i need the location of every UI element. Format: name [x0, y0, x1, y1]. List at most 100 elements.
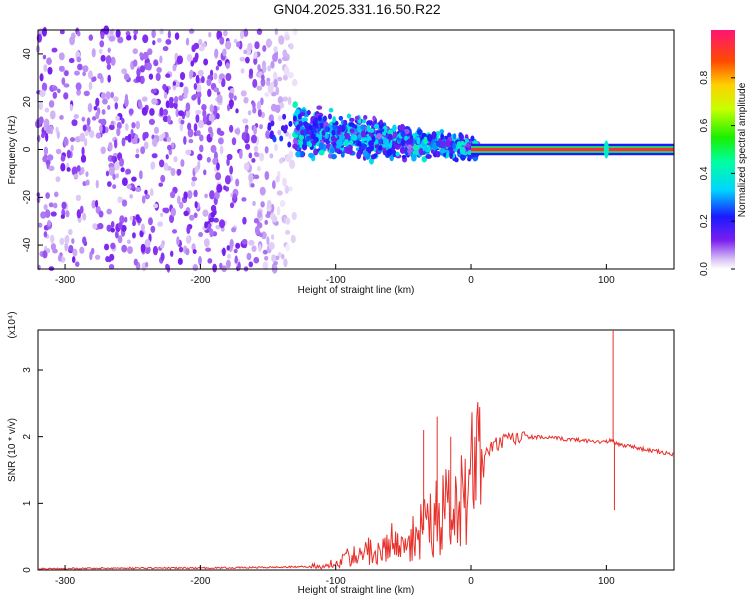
heatmap-cell: [95, 132, 102, 139]
heatmap-cell: [103, 243, 110, 251]
heatmap-cell: [213, 217, 219, 223]
heatmap-cell: [226, 253, 232, 260]
colorbar-tick-label: 0.2: [699, 214, 710, 228]
heatmap-cell: [82, 65, 89, 73]
top-x-ticks: -300 -200 -100 0 100: [55, 264, 615, 286]
heatmap-cell: [202, 109, 207, 118]
heatmap-cell: [48, 202, 54, 208]
heatmap-cell: [206, 78, 212, 86]
heatmap-cell: [209, 104, 214, 113]
heatmap-cell: [149, 188, 154, 197]
heatmap-cell: [262, 63, 267, 73]
heatmap-cell: [395, 151, 400, 157]
heatmap-cell: [382, 138, 390, 146]
heatmap-cell: [291, 211, 297, 221]
heatmap-cell: [172, 81, 177, 86]
heatmap-cell: [194, 165, 199, 173]
heatmap-cell: [262, 249, 268, 255]
heatmap-cell: [133, 34, 137, 41]
heatmap-cell: [192, 264, 199, 272]
heatmap-cell: [38, 116, 44, 125]
heatmap-cell: [300, 129, 305, 136]
heatmap-cell: [99, 40, 105, 48]
heatmap-cell: [430, 149, 435, 154]
heatmap-cell: [169, 214, 175, 224]
heatmap-cell: [102, 98, 108, 105]
heatmap-cell: [66, 167, 71, 172]
heatmap-cell: [215, 224, 221, 230]
heatmap-cell: [108, 166, 115, 176]
heatmap-cell: [368, 140, 374, 147]
heatmap-cell: [124, 93, 129, 103]
heatmap-cell: [121, 199, 128, 207]
heatmap-cell: [158, 159, 165, 168]
heatmap-cell: [424, 146, 429, 152]
heatmap-cell: [121, 244, 128, 253]
heatmap-cell: [243, 162, 250, 171]
heatmap-cell: [235, 242, 241, 249]
heatmap-cell: [42, 250, 48, 259]
heatmap-cell: [131, 176, 137, 182]
heatmap-cell: [236, 41, 241, 48]
heatmap-cell: [58, 65, 65, 72]
heatmap-cell: [332, 116, 337, 124]
heatmap-cell: [187, 128, 194, 138]
heatmap-cell: [46, 124, 52, 134]
heatmap-cell: [179, 201, 184, 210]
heatmap-cell: [117, 36, 124, 44]
heatmap-cell: [97, 222, 104, 230]
heatmap-cell: [155, 72, 161, 82]
heatmap-cell: [289, 43, 294, 50]
heatmap-cell: [171, 229, 178, 234]
heatmap-cell: [107, 104, 111, 110]
heatmap-cell: [60, 162, 66, 172]
heatmap-cell: [111, 155, 115, 162]
heatmap-cell: [242, 216, 247, 225]
heatmap-cell: [360, 130, 367, 138]
heatmap-cell: [142, 34, 149, 44]
heatmap-cell: [425, 154, 432, 159]
heatmap-cell: [146, 62, 152, 71]
heatmap-cell: [436, 142, 441, 147]
heatmap-cell: [235, 178, 240, 187]
heatmap-cell: [319, 122, 324, 129]
heatmap-cell: [253, 174, 260, 180]
heatmap-cell: [407, 138, 414, 145]
heatmap-cell: [202, 42, 207, 48]
heatmap-cell: [362, 150, 369, 157]
figure-title: GN04.2025.331.16.50.R22: [273, 1, 441, 17]
heatmap-cell: [287, 141, 292, 148]
heatmap-cell: [314, 117, 319, 124]
heatmap-cell: [190, 180, 196, 187]
heatmap-cell: [120, 167, 125, 173]
heatmap-cell: [198, 38, 203, 46]
heatmap-cell: [105, 91, 111, 100]
heatmap-cell: [277, 115, 282, 122]
heatmap-cell: [261, 74, 265, 81]
heatmap-cell: [84, 138, 88, 147]
heatmap-cell: [439, 148, 447, 154]
heatmap-cell: [234, 255, 238, 264]
heatmap-cell: [250, 134, 258, 144]
heatmap-cell: [321, 130, 326, 137]
heatmap-cell: [152, 203, 159, 209]
heatmap-cell: [238, 149, 243, 159]
heatmap-cell: [252, 78, 258, 89]
heatmap-cell: [91, 199, 96, 209]
heatmap-cell: [306, 109, 311, 116]
heatmap-cell: [210, 211, 216, 218]
heatmap-cell: [177, 257, 183, 265]
heatmap-cell: [267, 65, 272, 72]
heatmap-cell: [180, 119, 185, 125]
heatmap-cell: [197, 96, 201, 106]
heatmap-cell: [215, 65, 219, 71]
heatmap-cell: [151, 29, 156, 39]
x-tick-label: 0: [468, 576, 474, 587]
heatmap-cell: [69, 35, 75, 46]
heatmap-cell: [287, 96, 292, 106]
heatmap-cell: [179, 71, 186, 81]
heatmap-cell: [71, 119, 78, 127]
heatmap-cell: [193, 123, 198, 132]
carrier-line-band: [471, 147, 674, 152]
heatmap-cell: [88, 34, 94, 41]
